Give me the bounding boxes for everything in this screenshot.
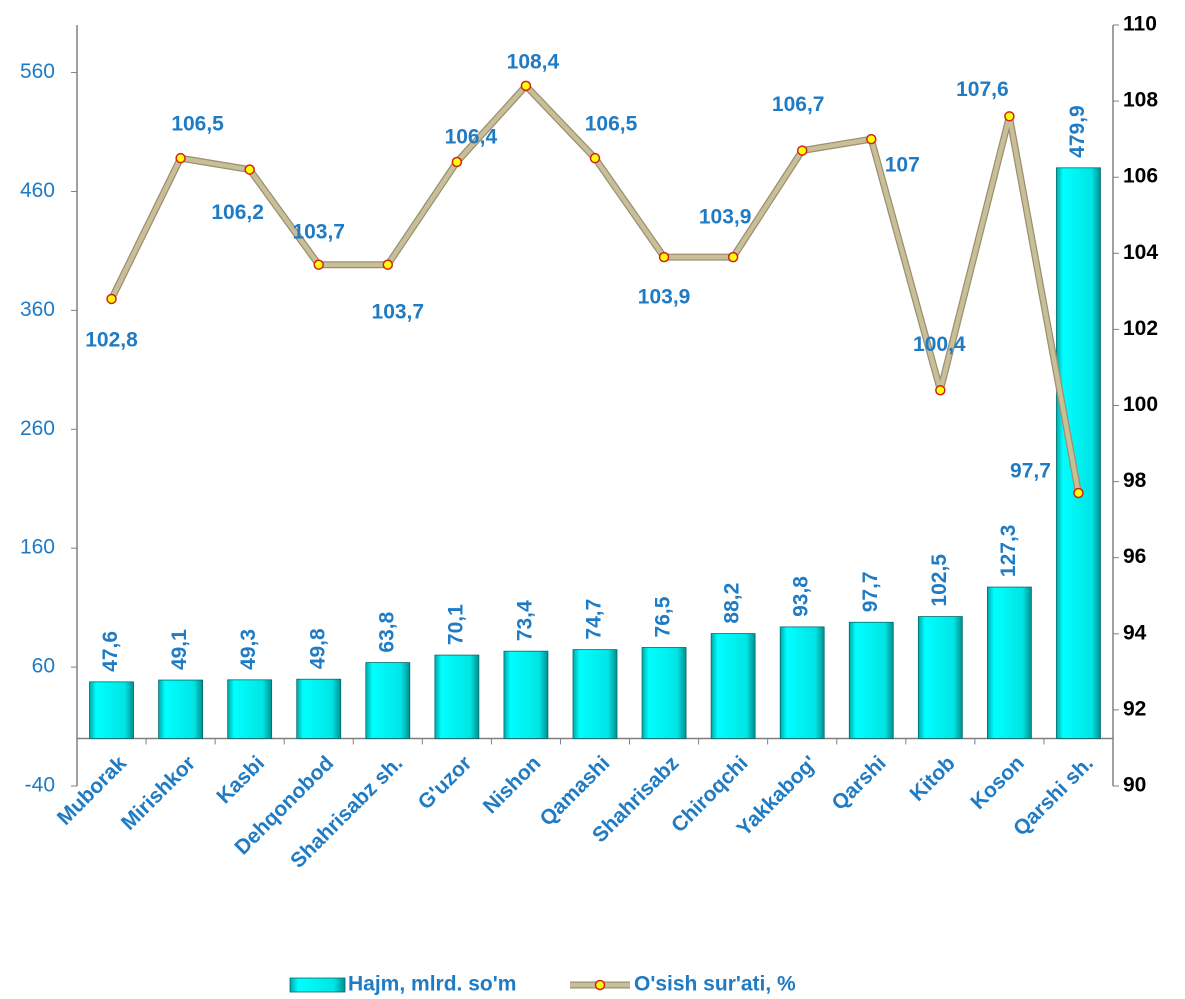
bar xyxy=(227,679,273,739)
y-tick-label: 260 xyxy=(20,417,55,440)
bar-label: 63,8 xyxy=(375,611,398,652)
y-tick-label: -40 xyxy=(25,774,55,797)
bar xyxy=(641,647,687,739)
line-label: 106,5 xyxy=(171,113,224,136)
y-tick-label: 60 xyxy=(32,655,55,678)
line-marker xyxy=(727,251,739,263)
bar-label: 47,6 xyxy=(99,631,122,672)
line-marker xyxy=(451,156,463,168)
y2-tick-label: 96 xyxy=(1123,545,1146,568)
bar xyxy=(572,649,618,739)
bar-label: 49,3 xyxy=(237,629,260,670)
y-tick-label: 360 xyxy=(20,298,55,321)
legend-label: Hajm, mlrd. so'm xyxy=(348,973,516,996)
line-marker xyxy=(1073,487,1084,499)
line-label: 103,7 xyxy=(372,300,425,323)
y2-tick-label: 102 xyxy=(1123,317,1158,340)
y2-tick-label: 100 xyxy=(1123,393,1158,416)
line-label: 106,7 xyxy=(772,93,825,116)
y-tick-label: 160 xyxy=(20,536,55,559)
line-label: 106,2 xyxy=(211,201,264,224)
bar-label: 479,9 xyxy=(1066,105,1089,158)
line-label: 107,6 xyxy=(956,78,1009,101)
line-label: 100,4 xyxy=(913,333,966,356)
line-marker xyxy=(1004,111,1015,122)
line-marker xyxy=(244,164,255,175)
line-marker xyxy=(589,152,601,164)
line-marker xyxy=(520,80,532,92)
line-label: 103,7 xyxy=(292,220,345,243)
line-label: 108,4 xyxy=(507,50,560,73)
bar-label: 73,4 xyxy=(513,600,536,641)
bar xyxy=(1056,167,1101,739)
bar-label: 93,8 xyxy=(790,576,813,617)
line-marker xyxy=(106,293,117,305)
y2-tick-label: 92 xyxy=(1123,697,1146,720)
bar xyxy=(987,586,1032,739)
x-tick-label: Mirishkor xyxy=(117,752,200,835)
line-marker xyxy=(866,133,877,145)
bar xyxy=(848,621,894,739)
line-label: 107 xyxy=(885,154,920,177)
bar xyxy=(434,654,480,739)
x-tick-label: Koson xyxy=(966,752,1028,814)
y2-tick-label: 98 xyxy=(1123,469,1147,492)
line-marker xyxy=(935,385,946,396)
bar-label: 88,2 xyxy=(721,583,744,624)
line-marker xyxy=(382,259,394,270)
line-marker xyxy=(313,259,324,270)
legend-swatch xyxy=(289,977,346,993)
y-tick-label: 560 xyxy=(20,60,55,83)
bar-label: 74,7 xyxy=(583,599,606,640)
legend-label: O'sish sur'ati, % xyxy=(634,973,796,996)
line-label: 106,5 xyxy=(585,113,638,136)
x-tick-label: Kitob xyxy=(906,752,960,806)
bar xyxy=(503,650,549,739)
line-label: 103,9 xyxy=(699,206,752,229)
y2-tick-label: 94 xyxy=(1123,621,1147,644)
line-label: 103,9 xyxy=(638,286,691,309)
x-tick-label: Kasbi xyxy=(212,752,269,809)
bar-label: 70,1 xyxy=(444,604,467,645)
legend-marker xyxy=(594,979,606,991)
line-label: 97,7 xyxy=(1010,460,1051,483)
line-marker xyxy=(175,152,186,164)
bar xyxy=(710,633,756,739)
line-label: 106,4 xyxy=(445,126,498,149)
x-tick-label: G'uzor xyxy=(414,752,477,815)
line-outline xyxy=(108,82,1082,494)
bar xyxy=(158,679,204,739)
x-tick-label: Qarshi xyxy=(827,752,890,815)
bar-label: 102,5 xyxy=(928,554,951,607)
line xyxy=(109,83,1081,494)
y2-tick-label: 108 xyxy=(1123,89,1158,112)
line-marker xyxy=(796,145,808,156)
line-marker xyxy=(658,251,670,263)
y-tick-label: 460 xyxy=(20,179,55,202)
line-label: 102,8 xyxy=(85,329,138,352)
bar-label: 49,8 xyxy=(306,628,329,669)
bar xyxy=(296,678,342,739)
bar xyxy=(365,662,411,739)
bar-label: 127,3 xyxy=(997,525,1020,578)
y2-tick-label: 106 xyxy=(1123,165,1158,188)
bar-label: 76,5 xyxy=(652,596,675,637)
y2-tick-label: 90 xyxy=(1123,774,1146,797)
bar-label: 49,1 xyxy=(168,629,191,670)
bar xyxy=(779,626,825,739)
bar-label: 97,7 xyxy=(859,571,882,612)
bar xyxy=(89,681,134,739)
y2-tick-label: 104 xyxy=(1123,241,1158,264)
x-tick-label: Nishon xyxy=(479,752,546,819)
bar xyxy=(917,616,963,739)
y2-tick-label: 110 xyxy=(1123,13,1157,36)
